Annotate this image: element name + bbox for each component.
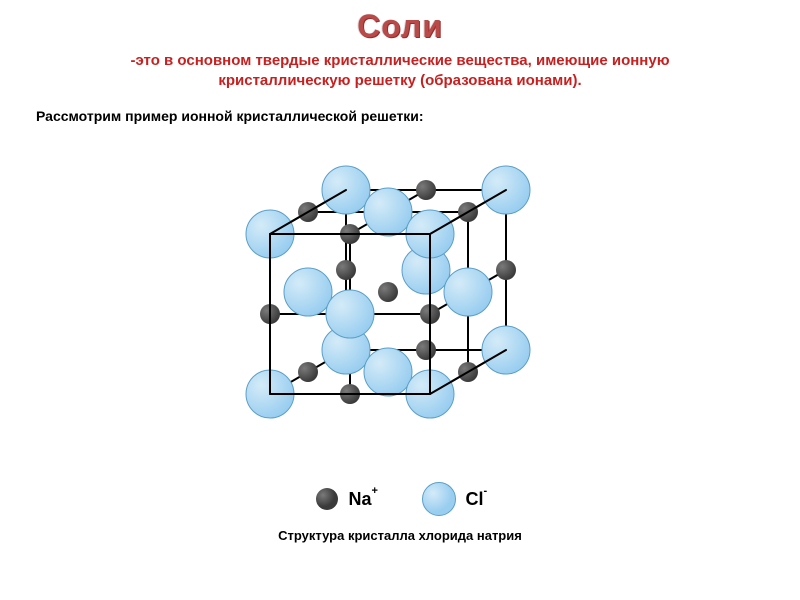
legend: Na+ Cl- — [0, 482, 800, 516]
sodium-label: Na+ — [348, 489, 371, 510]
lattice-diagram — [210, 134, 590, 474]
subtitle-block: -это в основном твердые кристаллические … — [0, 45, 800, 90]
page-title: Соли — [0, 0, 800, 45]
legend-item-na: Na+ — [316, 488, 371, 510]
sodium-ion-icon — [316, 488, 338, 510]
legend-item-cl: Cl- — [422, 482, 484, 516]
subtitle-line-2: кристаллическую решетку (образована иона… — [218, 72, 581, 89]
chloride-ion-icon — [422, 482, 456, 516]
example-label: Рассмотрим пример ионной кристаллической… — [0, 90, 800, 124]
diagram-caption: Структура кристалла хлорида натрия — [0, 528, 800, 543]
chloride-label: Cl- — [466, 489, 484, 510]
subtitle-line-1: -это в основном твердые кристаллические … — [130, 52, 669, 69]
